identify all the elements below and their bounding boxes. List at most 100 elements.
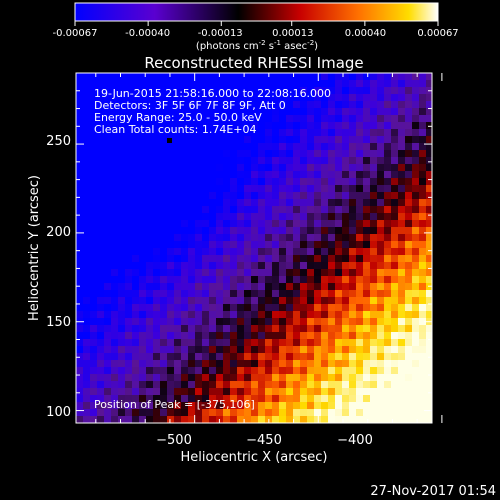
heatmap-cell — [363, 311, 371, 319]
heatmap-cell — [307, 381, 315, 389]
heatmap-cell — [328, 108, 336, 116]
heatmap-cell — [328, 353, 336, 361]
heatmap-cell — [76, 346, 84, 354]
heatmap-cell — [202, 248, 210, 256]
heatmap-cell — [209, 115, 217, 123]
heatmap-cell — [174, 87, 182, 95]
heatmap-cell — [349, 360, 357, 368]
heatmap-cell — [279, 234, 287, 242]
heatmap-cell — [195, 318, 203, 326]
heatmap-cell — [384, 122, 392, 130]
heatmap-cell — [230, 374, 238, 382]
heatmap-cell — [426, 234, 432, 242]
heatmap-cell — [132, 304, 140, 312]
heatmap-cell — [370, 269, 378, 277]
heatmap-cell — [279, 388, 287, 396]
heatmap-cell — [328, 416, 336, 423]
heatmap-cell — [153, 276, 161, 284]
heatmap-cell — [132, 87, 140, 95]
heatmap-cell — [363, 402, 371, 410]
heatmap-cell — [405, 276, 413, 284]
heatmap-cell — [300, 136, 308, 144]
heatmap-cell — [125, 178, 133, 186]
heatmap-cell — [370, 241, 378, 249]
heatmap-cell — [237, 227, 245, 235]
heatmap-cell — [160, 115, 168, 123]
heatmap-cell — [167, 108, 175, 116]
heatmap-cell — [146, 269, 154, 277]
heatmap-cell — [146, 248, 154, 256]
heatmap-cell — [356, 73, 364, 81]
heatmap-cell — [230, 101, 238, 109]
heatmap-cell — [321, 171, 329, 179]
heatmap-cell — [419, 171, 427, 179]
heatmap-cell — [293, 213, 301, 221]
heatmap-cell — [293, 374, 301, 382]
heatmap-cell — [300, 402, 308, 410]
heatmap-cell — [300, 374, 308, 382]
heatmap-cell — [188, 150, 196, 158]
heatmap-cell — [132, 388, 140, 396]
heatmap-cell — [153, 367, 161, 375]
heatmap-cell — [412, 185, 420, 193]
heatmap-cell — [174, 269, 182, 277]
heatmap-cell — [153, 185, 161, 193]
heatmap-cell — [279, 143, 287, 151]
heatmap-cell — [125, 150, 133, 158]
heatmap-cell — [188, 143, 196, 151]
heatmap-cell — [132, 374, 140, 382]
heatmap-cell — [349, 388, 357, 396]
heatmap-cell — [146, 395, 154, 403]
heatmap-cell — [293, 318, 301, 326]
heatmap-cell — [76, 80, 84, 88]
heatmap-cell — [314, 115, 322, 123]
heatmap-cell — [167, 143, 175, 151]
heatmap-cell — [167, 80, 175, 88]
heatmap-cell — [321, 416, 329, 423]
heatmap-cell — [321, 101, 329, 109]
heatmap-cell — [188, 339, 196, 347]
heatmap-cell — [181, 318, 189, 326]
heatmap-cell — [419, 283, 427, 291]
heatmap-cell — [300, 395, 308, 403]
heatmap-cell — [153, 178, 161, 186]
heatmap-cell — [286, 339, 294, 347]
y-tick-label-3: 250 — [46, 134, 71, 149]
heatmap-cell — [160, 353, 168, 361]
heatmap-cell — [237, 185, 245, 193]
heatmap-cell — [363, 353, 371, 361]
heatmap-cell — [202, 206, 210, 214]
heatmap-cell — [356, 360, 364, 368]
heatmap-cell — [251, 409, 259, 417]
heatmap-cell — [153, 164, 161, 172]
heatmap-cell — [111, 290, 119, 298]
heatmap-cell — [307, 192, 315, 200]
heatmap-cell — [216, 115, 224, 123]
heatmap-cell — [181, 192, 189, 200]
heatmap-cell — [272, 73, 280, 81]
heatmap-cell — [118, 409, 126, 417]
heatmap-cell — [139, 262, 147, 270]
heatmap-cell — [167, 94, 175, 102]
heatmap-cell — [139, 199, 147, 207]
heatmap-cell — [293, 192, 301, 200]
heatmap-cell — [265, 248, 273, 256]
heatmap-cell — [125, 318, 133, 326]
heatmap-cell — [97, 269, 105, 277]
heatmap-cell — [104, 360, 112, 368]
heatmap-cell — [300, 276, 308, 284]
heatmap-cell — [202, 150, 210, 158]
heatmap-cell — [174, 150, 182, 158]
heatmap-cell — [146, 213, 154, 221]
heatmap-cell — [76, 388, 84, 396]
heatmap-cell — [356, 290, 364, 298]
heatmap-cell — [174, 136, 182, 144]
heatmap-cell — [251, 101, 259, 109]
heatmap-cell — [167, 395, 175, 403]
heatmap-cell — [377, 164, 385, 172]
heatmap-cell — [342, 367, 350, 375]
heatmap-cell — [419, 402, 427, 410]
heatmap-cell — [202, 164, 210, 172]
heatmap-cell — [153, 290, 161, 298]
heatmap-cell — [384, 108, 392, 116]
